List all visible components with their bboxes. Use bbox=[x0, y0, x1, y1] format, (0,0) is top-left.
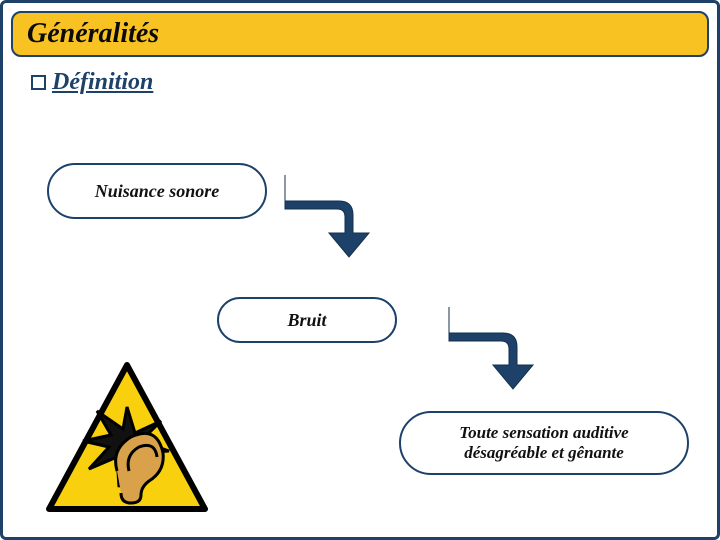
flow-node-nuisance: Nuisance sonore bbox=[47, 163, 267, 219]
flow-node-label: Toute sensation auditive désagréable et … bbox=[419, 423, 669, 464]
flow-node-label: Bruit bbox=[287, 310, 326, 331]
arrow-icon bbox=[281, 171, 381, 259]
bullet-square-icon bbox=[31, 75, 46, 90]
subtitle-row: Définition bbox=[31, 69, 153, 96]
flow-node-bruit: Bruit bbox=[217, 297, 397, 343]
flow-node-label: Nuisance sonore bbox=[95, 181, 220, 202]
noise-warning-icon bbox=[43, 359, 211, 527]
page-title: Généralités bbox=[27, 18, 159, 50]
arrow-icon bbox=[445, 303, 545, 391]
subtitle-text: Définition bbox=[52, 69, 153, 96]
title-bar: Généralités bbox=[11, 11, 709, 57]
flow-node-sensation: Toute sensation auditive désagréable et … bbox=[399, 411, 689, 475]
